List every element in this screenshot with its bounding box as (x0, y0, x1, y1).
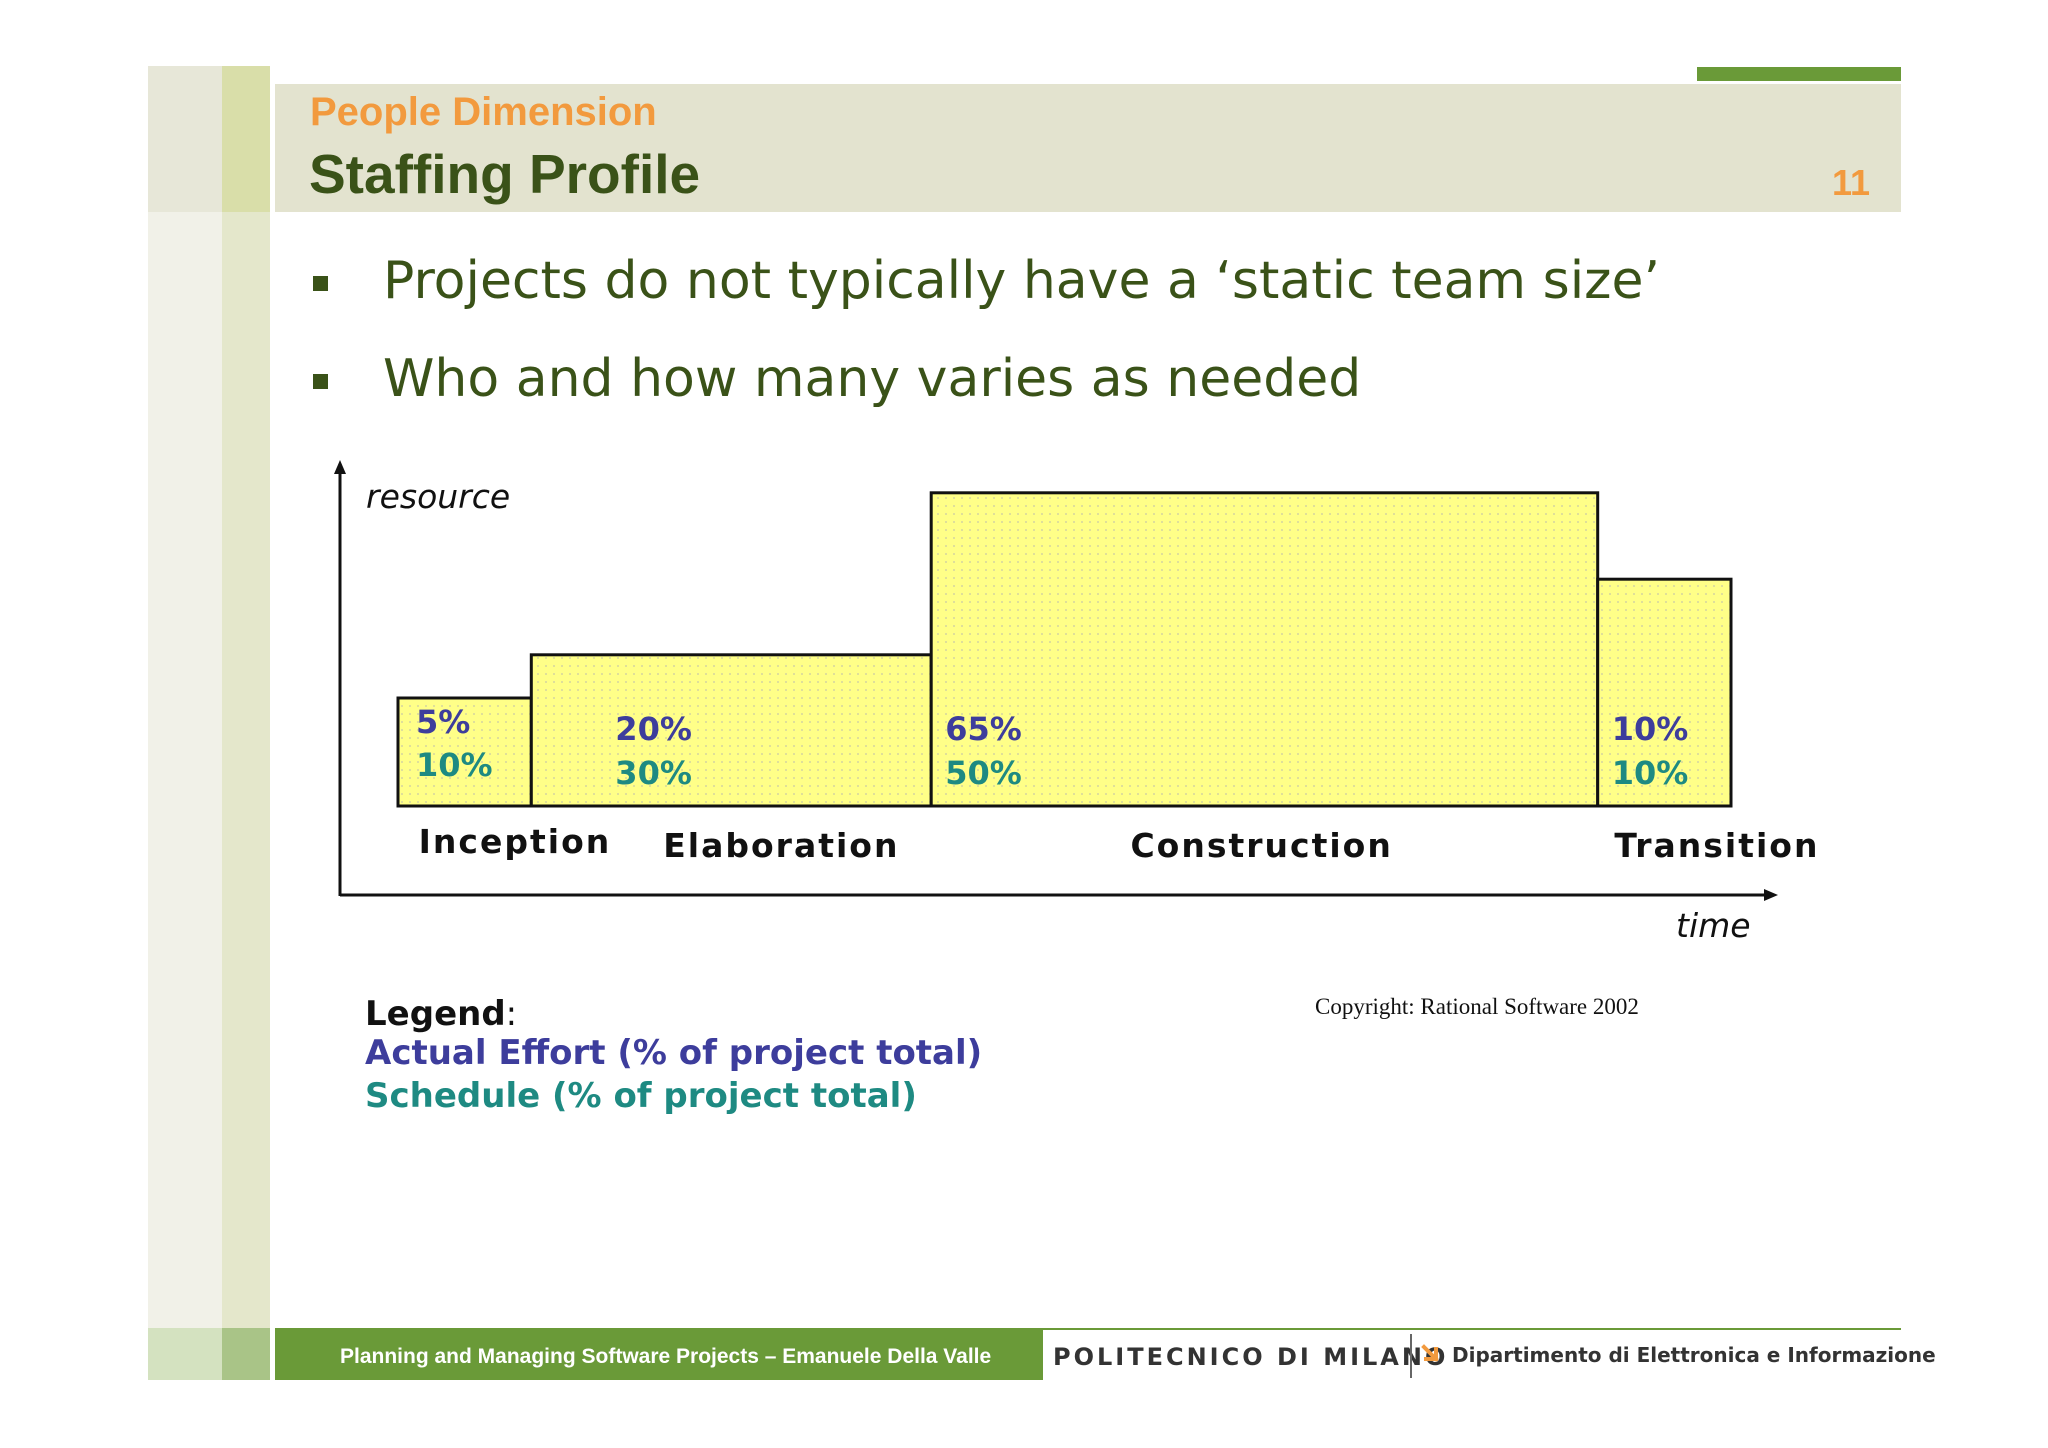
effort-label: 10% (1612, 710, 1689, 748)
legend-heading: Legend: (365, 994, 517, 1034)
footer-rule (1043, 1328, 1901, 1330)
left-stripe-green (222, 66, 270, 1380)
bullet-item: Who and how many varies as needed (383, 349, 1362, 409)
schedule-label: 10% (1612, 754, 1689, 792)
legend-heading-colon: : (505, 994, 518, 1034)
footer-stripe-mid (222, 1328, 270, 1380)
header-band (275, 84, 1901, 212)
category-label: Construction (1130, 826, 1392, 865)
y-axis-arrow-icon (334, 460, 346, 474)
effort-label: 5% (416, 703, 470, 741)
bullet-marker-icon (313, 276, 328, 291)
left-stripe-light-header (148, 66, 222, 212)
effort-label: 20% (615, 710, 692, 748)
schedule-label: 30% (615, 754, 692, 792)
x-axis-label: time (1676, 906, 1751, 945)
category-label: Transition (1614, 826, 1819, 865)
effort-label: 65% (945, 710, 1022, 748)
phase-bar-transition (1596, 577, 1733, 808)
phase-bar-inception (396, 696, 533, 808)
arrow-down-right-icon (1421, 1344, 1439, 1362)
legend-effort: Actual Effort (% of project total) (365, 1033, 983, 1073)
y-axis-label: resource (366, 477, 510, 516)
schedule-label: 10% (416, 746, 493, 784)
x-axis-arrow-icon (1764, 889, 1778, 901)
footer-divider (1410, 1334, 1412, 1378)
legend-heading-text: Legend (365, 994, 506, 1034)
footer-department: Dipartimento di Elettronica e Informazio… (1452, 1343, 1936, 1367)
footer-university-logo: POLITECNICO DI MILANO (1053, 1343, 1449, 1371)
bullet-item: Projects do not typically have a ‘static… (383, 251, 1660, 311)
slide-title: Staffing Profile (309, 143, 701, 205)
header-accent-bar (1697, 67, 1901, 81)
bullet-marker-icon (313, 374, 328, 389)
copyright-notice: Copyright: Rational Software 2002 (1315, 994, 1639, 1019)
left-stripe-light (148, 66, 222, 1380)
footer-band (275, 1328, 1043, 1380)
footer-stripe-light (148, 1328, 222, 1380)
phase-bar-elaboration (529, 653, 933, 808)
footer-course-title: Planning and Managing Software Projects … (340, 1345, 992, 1368)
category-label: Inception (419, 822, 612, 861)
schedule-label: 50% (945, 754, 1022, 792)
left-stripe-green-header (222, 66, 270, 212)
page-number: 11 (1832, 162, 1871, 203)
phase-bar-construction (929, 491, 1600, 808)
legend-schedule: Schedule (% of project total) (365, 1076, 917, 1116)
category-label: Elaboration (663, 826, 899, 865)
section-subtitle: People Dimension (310, 90, 657, 134)
